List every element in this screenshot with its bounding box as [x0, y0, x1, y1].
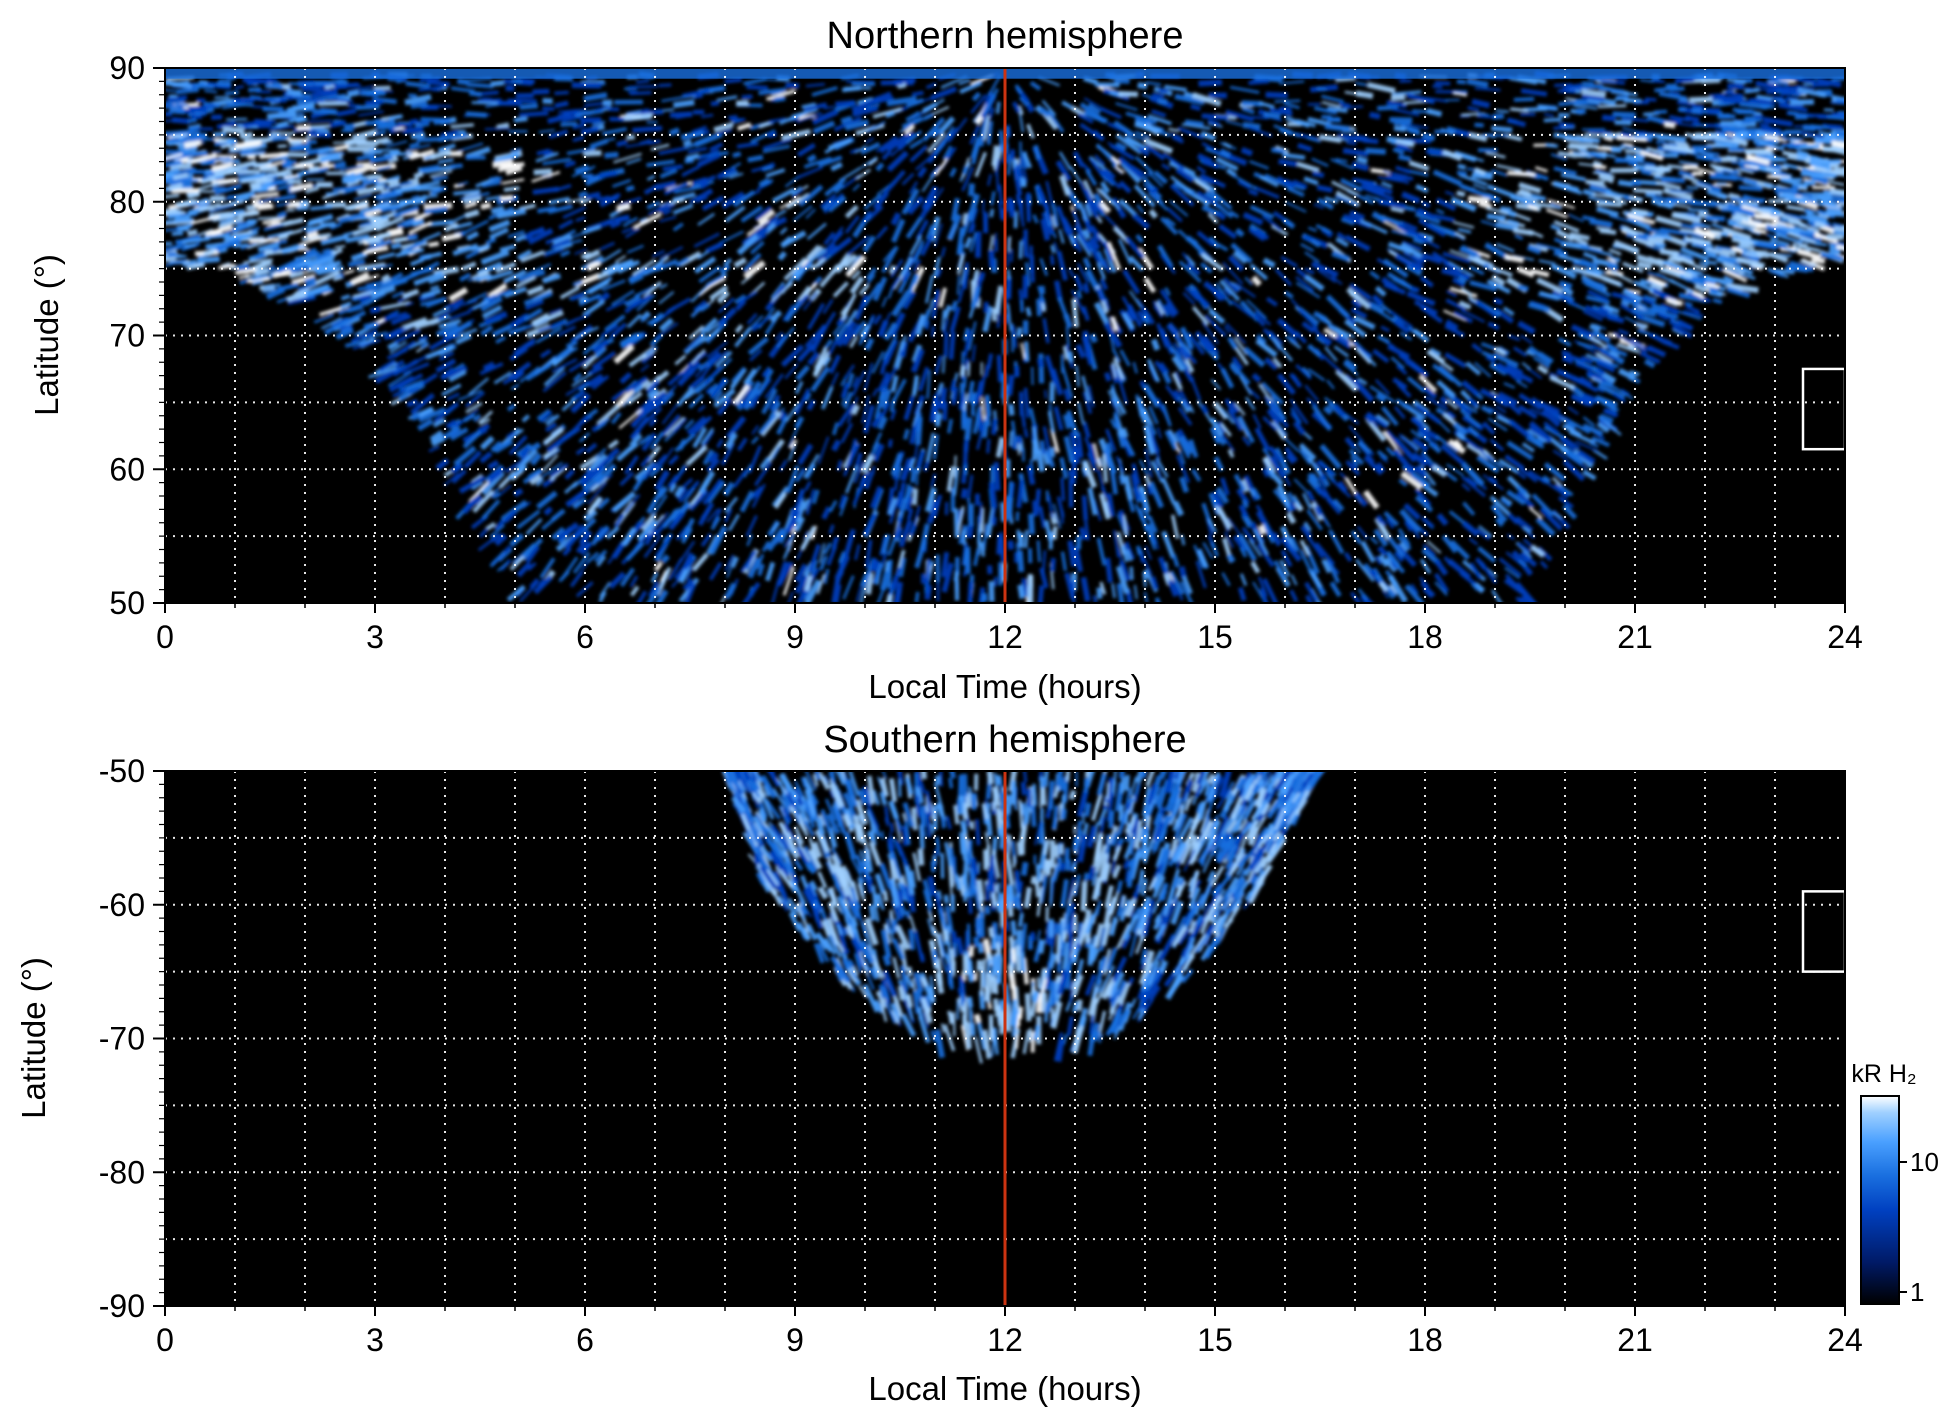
x-tick-label: 18: [1407, 1322, 1443, 1358]
colorbar: kR H₂ 1 10: [1851, 1060, 1939, 1307]
south-x-axis-label: Local Time (hours): [868, 1370, 1141, 1407]
colorbar-gradient: [1860, 1095, 1900, 1305]
north-emission-map: [165, 68, 1845, 603]
x-tick-label: 9: [786, 1322, 804, 1358]
northern-hemisphere-panel: Northern hemisphere 0 3 6 9 12 15 18 21 24 50 60 70…: [28, 15, 1863, 705]
y-tick-label: -80: [99, 1154, 145, 1190]
south-emission-map: [721, 771, 1326, 1064]
colorbar-tick-label: 1: [1910, 1277, 1924, 1307]
y-tick-label: -90: [99, 1288, 145, 1324]
colorbar-label: kR H₂: [1851, 1060, 1916, 1088]
y-tick-label: -70: [99, 1021, 145, 1057]
x-tick-label: 15: [1197, 1322, 1233, 1358]
north-title: Northern hemisphere: [827, 15, 1184, 57]
south-y-axis-label: Latitude (°): [15, 957, 52, 1119]
southern-hemisphere-panel: Southern hemisphere 0 3 6 9 12 15 18 21 24 -50 -60…: [15, 719, 1863, 1407]
x-tick-label: 9: [786, 619, 804, 655]
x-tick-label: 15: [1197, 619, 1233, 655]
x-tick-label: 3: [366, 1322, 384, 1358]
y-tick-label: 50: [109, 585, 145, 621]
x-tick-label: 18: [1407, 619, 1443, 655]
x-tick-label: 12: [987, 619, 1023, 655]
south-axes: 0 3 6 9 12 15 18 21 24 -50 -60 -70 -80 -90: [99, 753, 1863, 1358]
y-tick-label: 90: [109, 50, 145, 86]
south-title: Southern hemisphere: [823, 719, 1186, 761]
y-tick-label: -60: [99, 887, 145, 923]
x-tick-label: 6: [576, 1322, 594, 1358]
x-tick-label: 12: [987, 1322, 1023, 1358]
x-tick-label: 3: [366, 619, 384, 655]
x-tick-label: 0: [156, 619, 174, 655]
north-axes: 0 3 6 9 12 15 18 21 24 50 60 70 80 90: [109, 50, 1862, 655]
y-tick-label: -50: [99, 753, 145, 789]
x-tick-label: 24: [1827, 1322, 1863, 1358]
y-tick-label: 70: [109, 318, 145, 354]
x-tick-label: 21: [1617, 619, 1653, 655]
x-tick-label: 0: [156, 1322, 174, 1358]
y-tick-label: 80: [109, 184, 145, 220]
colorbar-tick-label: 10: [1910, 1147, 1939, 1177]
colorbar-ticks: 1 10: [1899, 1147, 1939, 1307]
x-tick-label: 21: [1617, 1322, 1653, 1358]
y-tick-label: 60: [109, 451, 145, 487]
north-y-axis-label: Latitude (°): [28, 254, 65, 416]
x-tick-label: 6: [576, 619, 594, 655]
north-x-axis-label: Local Time (hours): [868, 668, 1141, 705]
x-tick-label: 24: [1827, 619, 1863, 655]
